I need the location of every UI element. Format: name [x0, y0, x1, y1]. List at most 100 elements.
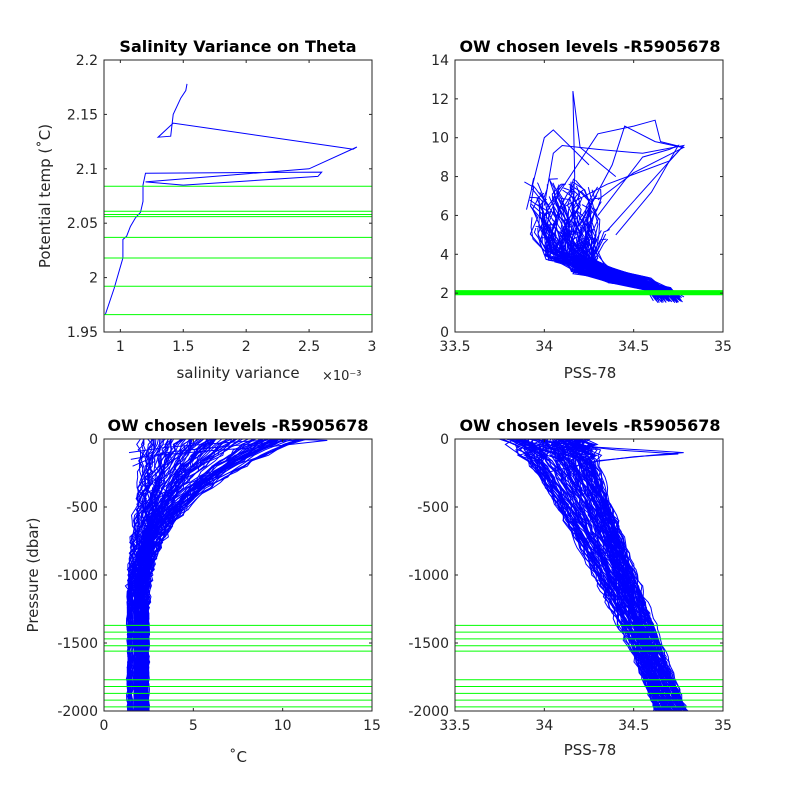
salinity-profile — [574, 438, 663, 712]
y-tick-label: -500 — [417, 500, 449, 516]
temperature-profile — [133, 438, 216, 712]
temperature-profile — [136, 438, 277, 712]
theta-s-profile — [543, 119, 686, 216]
theta-s-profile — [526, 129, 590, 210]
x-tick-label: 1.5 — [172, 339, 194, 355]
y-tick-label: 8 — [440, 170, 449, 186]
chart-title: OW chosen levels -R5905678 — [107, 416, 368, 435]
x-axis-label: PSS-78 — [564, 741, 617, 759]
temperature-profile — [146, 438, 255, 712]
plot-frame — [103, 438, 373, 712]
chosen-level-lines — [104, 624, 372, 708]
x-tick-label: 3 — [368, 339, 377, 355]
x-tick-label: 35 — [714, 718, 732, 734]
x-tick-label: 1 — [116, 339, 125, 355]
salinity-profile — [578, 438, 685, 712]
y-axis-label: Potential temp (˚C) — [36, 124, 54, 268]
y-tick-label: -1500 — [57, 636, 98, 652]
temperature-profile — [128, 438, 205, 712]
y-tick-label: 14 — [431, 53, 449, 69]
theta-s-profile — [540, 184, 680, 297]
plot-area — [103, 59, 373, 333]
temperature-profile — [141, 438, 216, 712]
plot-frame — [103, 59, 373, 333]
plot-area — [454, 59, 724, 333]
x-tick-label: 34 — [535, 718, 553, 734]
y-tick-label: -1000 — [408, 568, 449, 584]
panel-salinity-variance: 1 1.5 2 2.5 3 1.95 2 2.05 2.1 2.15 2.2 Salinity Va… — [36, 37, 376, 384]
x-tick-label: 33.5 — [439, 718, 470, 734]
y-tick-label: 12 — [431, 92, 449, 108]
axis-ticks: 0 5 10 15 -2000 -1500 -1000 -500 0 — [57, 432, 381, 734]
x-tick-label: 15 — [363, 718, 381, 734]
chosen-level-lines — [455, 290, 723, 296]
x-tick-label: 0 — [100, 718, 109, 734]
salinity-profile — [502, 438, 659, 712]
temperature-profile — [126, 438, 154, 712]
y-tick-label: -500 — [66, 500, 98, 516]
temperature-profile — [140, 438, 268, 712]
x-axis-label: salinity variance — [176, 364, 299, 382]
salinity-profile — [499, 438, 682, 712]
y-tick-label: 2.05 — [67, 216, 98, 232]
x-tick-label: 35 — [714, 339, 732, 355]
salinity-profile — [560, 438, 675, 712]
temperature-profile — [139, 438, 233, 712]
x-axis-label: ˚C — [229, 748, 247, 766]
y-tick-label: 2 — [89, 271, 98, 287]
theta-s-profile — [582, 198, 672, 299]
temperature-profile — [128, 438, 292, 454]
axis-ticks: 1 1.5 2 2.5 3 1.95 2 2.05 2.1 2.15 2.2 — [67, 53, 377, 355]
chart-title: OW chosen levels -R5905678 — [459, 416, 720, 435]
y-tick-label: 6 — [440, 208, 449, 224]
x-tick-label: 34 — [535, 339, 553, 355]
salinity-profile — [541, 438, 668, 712]
profile-lines — [524, 91, 686, 304]
profile-lines — [499, 438, 689, 712]
chart-title: OW chosen levels -R5905678 — [459, 37, 720, 56]
x-tick-label: 10 — [274, 718, 292, 734]
x-tick-label: 33.5 — [439, 339, 470, 355]
temperature-profile — [130, 438, 310, 460]
salinity-profile — [531, 438, 670, 712]
chosen-level-lines — [455, 624, 723, 708]
panel-theta-salinity: 33.5 34 34.5 35 0 2 4 6 8 10 12 14 OW chosen levels… — [431, 37, 732, 382]
chart-title: Salinity Variance on Theta — [119, 37, 356, 56]
theta-s-profile — [565, 196, 663, 301]
profile-lines — [124, 438, 328, 712]
y-tick-label: 0 — [440, 432, 449, 448]
y-tick-label: 10 — [431, 131, 449, 147]
salinity-profile — [516, 438, 685, 712]
theta-s-profile — [543, 227, 663, 302]
salinity-profile — [510, 438, 660, 712]
temperature-profile — [127, 438, 238, 712]
x-tick-label: 34.5 — [618, 718, 649, 734]
y-tick-label: 2.2 — [76, 53, 98, 69]
y-tick-label: 4 — [440, 247, 449, 263]
y-tick-label: 2 — [440, 286, 449, 302]
panel-pressure-salinity: 33.5 34 34.5 35 -2000 -1500 -1000 -500 0 OW chos… — [408, 416, 732, 759]
y-tick-label: 0 — [440, 325, 449, 341]
temperature-profile — [130, 438, 146, 712]
salinity-profile — [523, 438, 676, 712]
y-axis-label: Pressure (dbar) — [24, 518, 42, 633]
temperature-profile — [144, 438, 169, 712]
x-axis-label: PSS-78 — [564, 364, 617, 382]
salinity-profile — [527, 438, 667, 712]
y-tick-label: 1.95 — [67, 325, 98, 341]
theta-s-profile — [596, 233, 660, 298]
y-tick-label: -1500 — [408, 636, 449, 652]
salinity-profile — [526, 438, 684, 474]
chosen-level-lines — [104, 185, 372, 316]
plot-frame — [454, 438, 724, 712]
theta-s-profile — [597, 144, 680, 236]
temperature-profile — [127, 438, 173, 711]
x-tick-label: 34.5 — [618, 339, 649, 355]
panel-pressure-temperature: 0 5 10 15 -2000 -1500 -1000 -500 0 OW chosen lev… — [24, 416, 381, 766]
y-tick-label: -2000 — [408, 704, 449, 720]
x-tick-label: 5 — [189, 718, 198, 734]
axis-ticks: 33.5 34 34.5 35 -2000 -1500 -1000 -500 0 — [408, 432, 732, 734]
theta-s-profile — [569, 230, 661, 298]
temperature-profile — [127, 438, 282, 712]
